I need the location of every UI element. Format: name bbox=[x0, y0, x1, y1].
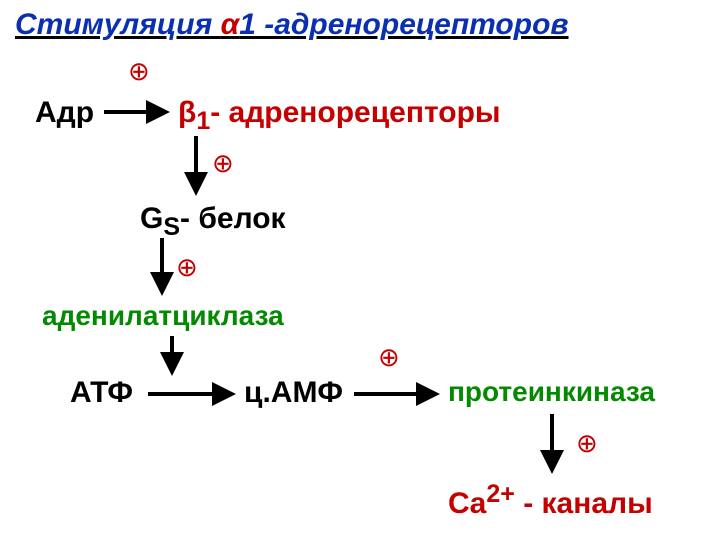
node-adr: Адр bbox=[35, 96, 94, 130]
title-suffix: 1 -адренорецепторов bbox=[239, 8, 568, 41]
node-pk: протеинкиназа bbox=[448, 376, 655, 408]
arrows-layer bbox=[0, 0, 720, 540]
node-camp: ц.АМФ bbox=[244, 376, 343, 410]
page-title: Стимуляция α1 -адренорецепторов bbox=[15, 8, 569, 42]
node-beta: β1- адренорецепторы bbox=[178, 96, 501, 136]
plus-icon: ⊕ bbox=[576, 428, 598, 459]
title-prefix: Стимуляция bbox=[15, 8, 221, 41]
node-ca-sup: 2+ bbox=[486, 480, 515, 508]
node-beta-sub: 1 bbox=[196, 107, 210, 135]
node-atp: АТФ bbox=[70, 376, 133, 410]
node-ca: Ca2+ - каналы bbox=[448, 480, 653, 521]
node-gs-sub: S bbox=[163, 213, 180, 241]
node-gs-suffix: - белок bbox=[180, 202, 286, 235]
arrows-group bbox=[104, 112, 552, 470]
node-beta-suffix: - адренорецепторы bbox=[210, 96, 500, 129]
plus-icon: ⊕ bbox=[212, 148, 234, 179]
plus-icon: ⊕ bbox=[176, 252, 198, 283]
node-beta-prefix: β bbox=[178, 96, 196, 129]
node-ca-prefix: Ca bbox=[448, 487, 486, 520]
plus-icon: ⊕ bbox=[378, 342, 400, 373]
plus-icon: ⊕ bbox=[128, 56, 150, 87]
node-gs-prefix: G bbox=[140, 202, 163, 235]
node-ac: аденилатциклаза bbox=[42, 300, 284, 332]
node-gs: GS- белок bbox=[140, 202, 286, 242]
title-mid: α bbox=[221, 8, 240, 41]
node-ca-suffix: - каналы bbox=[515, 487, 653, 520]
